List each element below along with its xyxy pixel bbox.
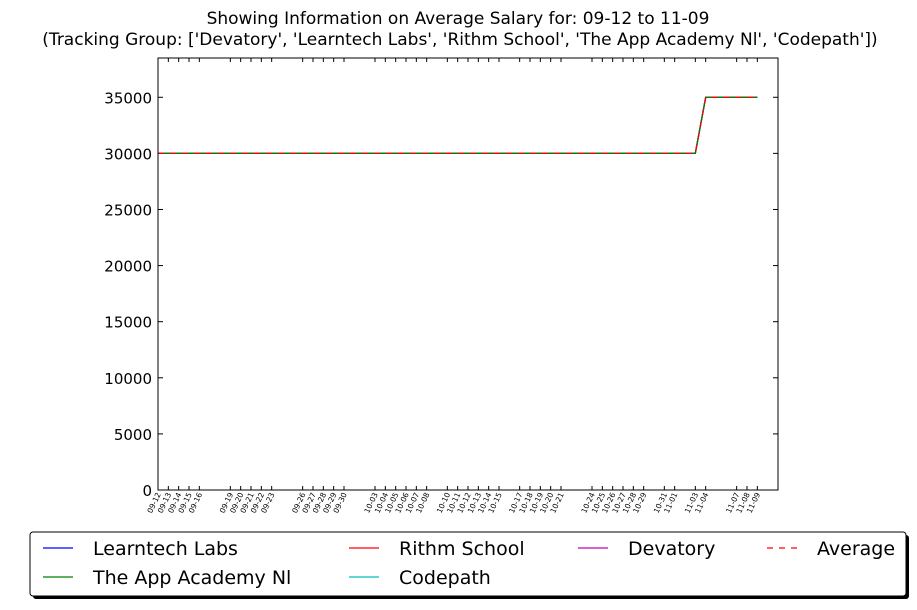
y-tick-label: 10000 (104, 370, 152, 388)
legend-label: Learntech Labs (93, 538, 238, 560)
y-tick-label: 0 (142, 482, 152, 500)
y-tick-label: 30000 (104, 145, 152, 163)
y-tick-label: 25000 (104, 201, 152, 219)
y-tick-label: 35000 (104, 89, 152, 107)
legend-box (29, 531, 907, 597)
legend-label: Average (817, 538, 895, 560)
plot-frame (157, 57, 779, 491)
legend-label: Rithm School (399, 538, 525, 560)
series-line (158, 96, 758, 155)
y-tick-label: 5000 (114, 426, 152, 444)
legend-label: The App Academy Nl (92, 567, 291, 589)
chart-subtitle: (Tracking Group: ['Devatory', 'Learntech… (42, 30, 877, 50)
y-tick-label: 15000 (104, 314, 152, 332)
chart-title: Showing Information on Average Salary fo… (207, 9, 710, 29)
legend-label: Devatory (628, 538, 715, 560)
y-tick-label: 20000 (104, 258, 152, 276)
legend-label: Codepath (399, 567, 491, 589)
